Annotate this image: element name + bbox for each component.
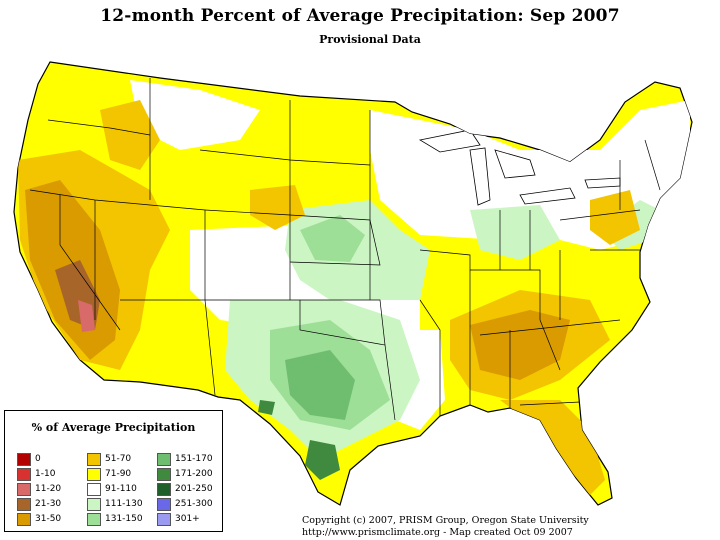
legend-label: 131-150: [105, 514, 143, 524]
legend-item: 111-130: [87, 497, 143, 511]
legend-label: 301+: [175, 514, 200, 524]
legend-swatch: [157, 512, 171, 526]
map-subtitle: Provisional Data: [319, 33, 421, 46]
wet-151-200-regions: [258, 350, 355, 480]
legend-item: 21-30: [17, 497, 62, 511]
legend-label: 91-110: [105, 484, 137, 494]
legend-swatch: [17, 512, 31, 526]
precipitation-map: [13, 61, 693, 506]
legend-swatch: [157, 482, 171, 496]
legend-label: 31-50: [35, 514, 62, 524]
legend-label: 171-200: [175, 469, 213, 479]
legend-box: % of Average Precipitation 0 1-10 11-20 21-…: [4, 410, 223, 532]
legend-swatch: [17, 482, 31, 496]
legend-swatch: [17, 497, 31, 511]
legend-title: % of Average Precipitation: [31, 421, 196, 434]
legend-item: 171-200: [157, 467, 213, 481]
legend-item: 31-50: [17, 512, 62, 526]
legend-item: 71-90: [87, 467, 132, 481]
legend-item: 51-70: [87, 452, 132, 466]
great-lakes: [418, 129, 621, 206]
legend-label: 151-170: [175, 454, 213, 464]
legend-item: 201-250: [157, 482, 213, 496]
legend-item: 301+: [157, 512, 200, 526]
legend-item: 1-10: [17, 467, 56, 481]
legend-item: 131-150: [87, 512, 143, 526]
dry-extreme-regions: [55, 260, 100, 332]
legend-label: 11-20: [35, 484, 62, 494]
state-borders: [29, 78, 661, 421]
legend-label: 71-90: [105, 469, 132, 479]
legend-swatch: [87, 482, 101, 496]
legend-label: 251-300: [175, 499, 213, 509]
legend-item: 91-110: [87, 482, 137, 496]
legend-swatch: [157, 452, 171, 466]
legend-swatch: [17, 467, 31, 481]
legend-item: 11-20: [17, 482, 62, 496]
legend-swatch: [87, 452, 101, 466]
legend-swatch: [157, 467, 171, 481]
map-title: 12-month Percent of Average Precipitatio…: [100, 6, 620, 26]
legend-label: 1-10: [35, 469, 56, 479]
legend-label: 111-130: [105, 499, 143, 509]
legend-item: 251-300: [157, 497, 213, 511]
copyright-line-1: Copyright (c) 2007, PRISM Group, Oregon …: [302, 515, 589, 526]
legend-label: 51-70: [105, 454, 132, 464]
copyright-line-2: http://www.prismclimate.org - Map create…: [302, 527, 573, 538]
legend-item: 0: [17, 452, 41, 466]
copyright-text: Copyright (c) 2007, PRISM Group, Oregon …: [302, 515, 589, 539]
legend-label: 21-30: [35, 499, 62, 509]
legend-label: 0: [35, 454, 41, 464]
legend-swatch: [87, 512, 101, 526]
legend-item: 151-170: [157, 452, 213, 466]
legend-swatch: [17, 452, 31, 466]
legend-swatch: [87, 467, 101, 481]
legend-swatch: [157, 497, 171, 511]
legend-label: 201-250: [175, 484, 213, 494]
legend-swatch: [87, 497, 101, 511]
